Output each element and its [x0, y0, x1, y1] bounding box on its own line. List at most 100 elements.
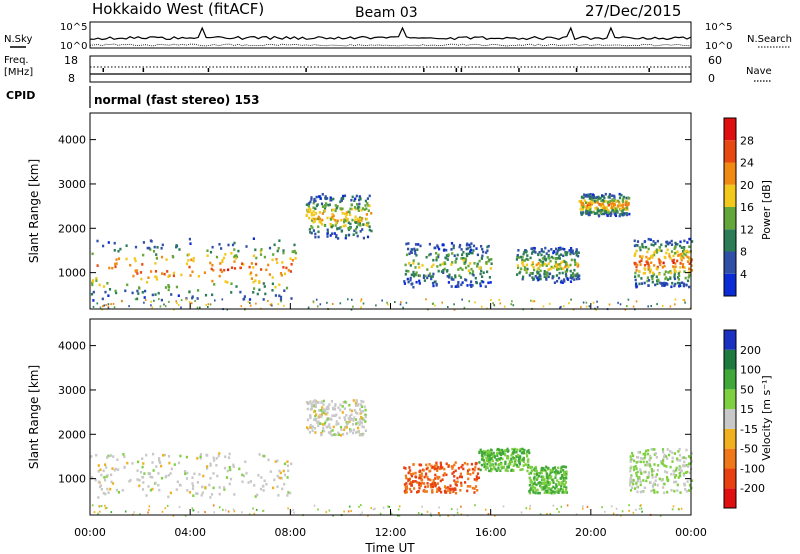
power-cell	[312, 229, 315, 232]
velocity-cell	[561, 490, 564, 494]
power-cell	[155, 278, 159, 281]
velocity-cell	[662, 486, 665, 489]
velocity-cell	[435, 461, 438, 465]
velocity-cell	[352, 431, 355, 435]
velocity-cell	[104, 463, 107, 466]
velocity-cell	[678, 448, 681, 451]
power-cell	[540, 248, 543, 251]
power-cell	[490, 258, 493, 261]
power-cell	[253, 287, 256, 290]
velocity-cell	[633, 459, 636, 463]
power-cell	[531, 252, 534, 255]
power-cell	[688, 262, 691, 265]
power-cell	[669, 270, 672, 273]
power-cell	[442, 249, 446, 252]
power-cell	[360, 298, 363, 301]
power-cell	[556, 263, 559, 266]
power-cell	[441, 262, 444, 266]
velocity-cell	[323, 423, 326, 427]
velocity-cell	[193, 509, 195, 512]
power-cell	[563, 280, 566, 283]
velocity-cell	[233, 493, 236, 496]
power-cell	[144, 289, 147, 293]
velocity-cell	[263, 454, 266, 458]
velocity-cell	[529, 507, 531, 510]
power-cell	[633, 244, 636, 248]
power-cell	[139, 271, 143, 274]
velocity-cell	[518, 456, 522, 459]
velocity-cell	[621, 510, 624, 513]
power-cell	[307, 306, 310, 309]
velocity-cell	[287, 491, 290, 494]
velocity-cell	[507, 463, 510, 466]
power-cell	[188, 265, 191, 269]
power-cell	[310, 196, 313, 199]
power-ytick-label: 3000	[58, 178, 86, 191]
power-cell	[654, 241, 657, 245]
power-cell	[282, 251, 285, 255]
velocity-cell	[525, 452, 528, 455]
power-cell	[461, 268, 464, 271]
power-cell	[585, 301, 588, 304]
velocity-cell	[673, 480, 676, 484]
power-cell	[642, 272, 645, 275]
velocity-cell	[687, 465, 690, 468]
power-cell	[405, 242, 408, 246]
velocity-cell	[630, 474, 633, 477]
velocity-cell	[486, 462, 489, 466]
power-cell	[544, 258, 547, 262]
power-cell	[448, 273, 451, 277]
power-colorbar-tick: 24	[740, 157, 754, 170]
velocity-cell	[679, 466, 682, 470]
power-cell	[141, 263, 144, 266]
power-cell	[285, 266, 288, 270]
velocity-cell	[111, 482, 115, 485]
power-cell	[121, 300, 123, 303]
power-cell	[413, 249, 417, 253]
power-cell	[249, 273, 252, 276]
velocity-cell	[344, 418, 347, 422]
velocity-cell	[168, 461, 171, 465]
power-cell	[239, 266, 242, 270]
power-cell	[638, 270, 641, 273]
power-cell	[450, 263, 453, 266]
power-cell	[347, 210, 350, 213]
velocity-cell	[379, 512, 382, 515]
velocity-cell	[663, 464, 666, 467]
power-cell	[542, 250, 545, 254]
velocity-cell	[554, 473, 557, 476]
velocity-cell	[436, 482, 439, 485]
power-cell	[532, 277, 536, 281]
power-cell	[331, 303, 334, 305]
velocity-cell	[425, 490, 428, 493]
xtick-label: 12:00	[375, 526, 407, 539]
velocity-colorbar-tick: -50	[740, 443, 758, 456]
power-cell	[437, 255, 440, 259]
velocity-cell	[245, 471, 248, 475]
velocity-cell	[531, 488, 534, 491]
velocity-cell	[329, 432, 332, 435]
power-cell	[591, 201, 594, 205]
velocity-cell	[441, 466, 444, 469]
velocity-cell	[636, 490, 639, 494]
power-cell	[639, 255, 642, 258]
power-cell	[197, 289, 200, 292]
velocity-cell	[325, 419, 328, 422]
power-cell	[578, 277, 581, 281]
velocity-cell	[434, 484, 437, 488]
velocity-cell	[105, 466, 108, 469]
power-cell	[683, 299, 686, 302]
velocity-cell	[496, 454, 499, 457]
velocity-cell	[525, 463, 529, 467]
velocity-cell	[508, 459, 511, 463]
power-cell	[517, 249, 520, 252]
velocity-cell	[675, 469, 678, 472]
power-cell	[634, 252, 637, 255]
velocity-cell	[420, 478, 424, 482]
power-cell	[408, 262, 411, 265]
power-cell	[600, 209, 604, 212]
power-cell	[310, 231, 313, 235]
power-cell	[479, 272, 482, 276]
power-cell	[471, 284, 474, 287]
velocity-cell	[314, 402, 317, 406]
